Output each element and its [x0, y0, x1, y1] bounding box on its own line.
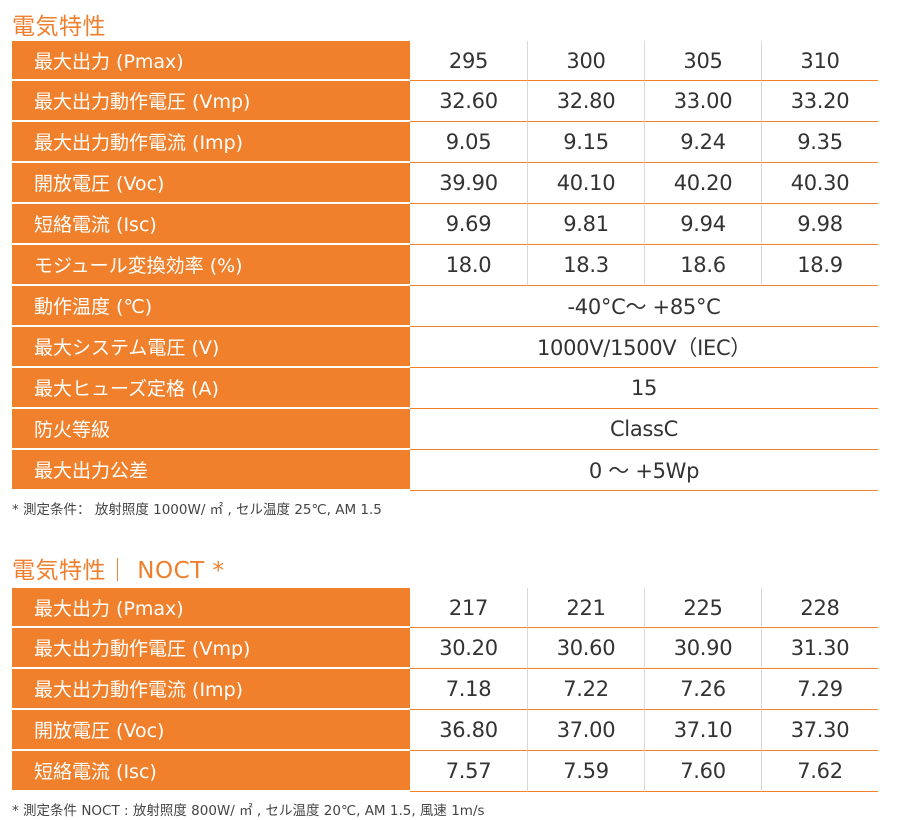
cell-value: 7.22: [527, 669, 644, 710]
table-row: 最大出力 (Pmax) 217 221 225 228: [12, 588, 878, 628]
row-label: 開放電圧 (Voc): [12, 710, 410, 751]
cell-value: 0 〜 +5Wp: [410, 450, 878, 491]
table-row: 最大出力動作電流 (Imp) 7.18 7.22 7.26 7.29: [12, 669, 878, 710]
cell-value: 31.30: [761, 628, 878, 669]
cell-value: 7.59: [527, 751, 644, 792]
noct-measurement-note: * 測定条件 NOCT : 放射照度 800W/ ㎡ , セル温度 20℃, A…: [12, 803, 485, 819]
cell-value: 7.57: [410, 751, 527, 792]
cell-value: 40.10: [527, 163, 644, 204]
section-title-electrical: 電気特性: [12, 14, 106, 40]
cell-value: 7.60: [644, 751, 761, 792]
cell-value: 33.20: [761, 81, 878, 122]
cell-value: 40.20: [644, 163, 761, 204]
cell-value: 9.05: [410, 122, 527, 163]
measurement-note: * 測定条件： 放射照度 1000W/ ㎡ , セル温度 25℃, AM 1.5: [12, 502, 382, 518]
cell-value: 32.80: [527, 81, 644, 122]
cell-value: ClassC: [410, 409, 878, 450]
cell-value: 9.24: [644, 122, 761, 163]
table-row: 最大出力動作電圧 (Vmp) 30.20 30.60 30.90 31.30: [12, 628, 878, 669]
row-label: 最大システム電圧 (V): [12, 327, 410, 368]
table-row: 最大出力動作電圧 (Vmp) 32.60 32.80 33.00 33.20: [12, 81, 878, 122]
row-label: 最大出力動作電圧 (Vmp): [12, 81, 410, 122]
cell-value: 37.30: [761, 710, 878, 751]
cell-value: 9.98: [761, 204, 878, 245]
row-label: 最大出力 (Pmax): [12, 588, 410, 628]
row-label: 動作温度 (℃): [12, 286, 410, 327]
row-label: 最大出力 (Pmax): [12, 41, 410, 81]
cell-value: 37.10: [644, 710, 761, 751]
table-row: 最大出力 (Pmax) 295 300 305 310: [12, 41, 878, 81]
row-label: 最大出力動作電圧 (Vmp): [12, 628, 410, 669]
cell-value: 305: [644, 41, 761, 81]
cell-value: 18.9: [761, 245, 878, 286]
cell-value: 310: [761, 41, 878, 81]
cell-value: 9.94: [644, 204, 761, 245]
table-row: 最大出力公差 0 〜 +5Wp: [12, 450, 878, 491]
cell-value: 225: [644, 588, 761, 628]
row-label: 最大出力公差: [12, 450, 410, 491]
electrical-specs-table: 最大出力 (Pmax) 295 300 305 310 最大出力動作電圧 (Vm…: [12, 41, 878, 491]
row-label: 最大出力動作電流 (Imp): [12, 669, 410, 710]
cell-value: 40.30: [761, 163, 878, 204]
cell-value: 37.00: [527, 710, 644, 751]
cell-value: 295: [410, 41, 527, 81]
cell-value: 39.90: [410, 163, 527, 204]
row-label: 防火等級: [12, 409, 410, 450]
table-row: 最大ヒューズ定格 (A) 15: [12, 368, 878, 409]
row-label: 最大出力動作電流 (Imp): [12, 122, 410, 163]
cell-value: 9.81: [527, 204, 644, 245]
cell-value: 9.15: [527, 122, 644, 163]
cell-value: 7.18: [410, 669, 527, 710]
cell-value: 7.29: [761, 669, 878, 710]
table-row: 短絡電流 (Isc) 9.69 9.81 9.94 9.98: [12, 204, 878, 245]
cell-value: 217: [410, 588, 527, 628]
table-row: 開放電圧 (Voc) 39.90 40.10 40.20 40.30: [12, 163, 878, 204]
cell-value: 33.00: [644, 81, 761, 122]
cell-value: 7.62: [761, 751, 878, 792]
cell-value: -40°C〜 +85°C: [410, 286, 878, 327]
cell-value: 9.35: [761, 122, 878, 163]
table-row: 短絡電流 (Isc) 7.57 7.59 7.60 7.62: [12, 751, 878, 792]
row-label: 短絡電流 (Isc): [12, 751, 410, 792]
section-title-noct: 電気特性｜ NOCT *: [12, 558, 225, 584]
table-row: モジュール変換効率 (%) 18.0 18.3 18.6 18.9: [12, 245, 878, 286]
row-label: モジュール変換効率 (%): [12, 245, 410, 286]
cell-value: 15: [410, 368, 878, 409]
cell-value: 7.26: [644, 669, 761, 710]
cell-value: 30.60: [527, 628, 644, 669]
table-row: 開放電圧 (Voc) 36.80 37.00 37.10 37.30: [12, 710, 878, 751]
cell-value: 1000V/1500V（IEC）: [410, 327, 878, 368]
table-row: 最大システム電圧 (V) 1000V/1500V（IEC）: [12, 327, 878, 368]
cell-value: 228: [761, 588, 878, 628]
cell-value: 9.69: [410, 204, 527, 245]
table-row: 動作温度 (℃) -40°C〜 +85°C: [12, 286, 878, 327]
cell-value: 221: [527, 588, 644, 628]
cell-value: 18.6: [644, 245, 761, 286]
cell-value: 30.20: [410, 628, 527, 669]
table-row: 防火等級 ClassC: [12, 409, 878, 450]
cell-value: 18.3: [527, 245, 644, 286]
row-label: 最大ヒューズ定格 (A): [12, 368, 410, 409]
cell-value: 300: [527, 41, 644, 81]
row-label: 短絡電流 (Isc): [12, 204, 410, 245]
row-label: 開放電圧 (Voc): [12, 163, 410, 204]
cell-value: 18.0: [410, 245, 527, 286]
cell-value: 32.60: [410, 81, 527, 122]
noct-specs-table: 最大出力 (Pmax) 217 221 225 228 最大出力動作電圧 (Vm…: [12, 588, 878, 792]
table-row: 最大出力動作電流 (Imp) 9.05 9.15 9.24 9.35: [12, 122, 878, 163]
cell-value: 30.90: [644, 628, 761, 669]
cell-value: 36.80: [410, 710, 527, 751]
